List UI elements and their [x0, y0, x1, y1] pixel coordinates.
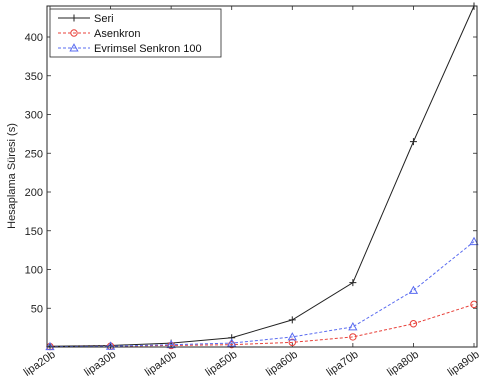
series-line: [49, 241, 475, 348]
x-tick-label: lipa50b: [203, 349, 239, 379]
legend-marker-sample: [70, 14, 78, 22]
x-tick-label: lipa90b: [446, 349, 479, 379]
legend-marker-sample: [69, 43, 79, 52]
y-tick-label: 400: [25, 32, 43, 44]
legend-label-asenkron: Asenkron: [94, 28, 140, 40]
y-tick-label: 200: [25, 187, 43, 199]
data-point: [288, 316, 296, 324]
x-tick-label: lipa60b: [264, 349, 300, 379]
legend-label-evrimsel-senkron: Evrimsel Senkron 100: [94, 43, 202, 55]
data-point: [45, 341, 55, 351]
data-point: [409, 138, 417, 146]
y-tick-label: 50: [31, 303, 43, 315]
legend-marker-sample: [70, 29, 78, 37]
y-tick-label: 150: [25, 226, 43, 238]
x-tick-label: lipa20b: [22, 349, 58, 379]
y-tick-label: 350: [25, 71, 43, 83]
x-tick-label: lipa30b: [82, 349, 118, 379]
data-point: [288, 338, 296, 347]
x-tick-label: lipa70b: [325, 349, 361, 379]
series-3: [45, 236, 479, 351]
legend-label-seri: Seri: [94, 13, 114, 25]
x-tick-label: lipa80b: [385, 349, 421, 379]
y-axis-label: Hesaplama Süresi (s): [6, 123, 18, 229]
y-tick-label: 300: [25, 110, 43, 122]
series-line: [49, 5, 475, 347]
legend-samples: [58, 14, 90, 52]
data-point: [105, 341, 116, 350]
data-point: [166, 339, 176, 349]
data-point: [348, 322, 358, 331]
data-point: [349, 333, 357, 341]
legend: Seri Asenkron Evrimsel Senkron 100: [49, 8, 222, 58]
y-tick-label: 100: [25, 265, 43, 277]
data-point: [349, 279, 357, 287]
series-layer: [45, 2, 479, 351]
data-point: [287, 332, 297, 341]
x-tick-label: lipa40b: [143, 349, 179, 379]
plot-frame: [46, 5, 478, 348]
data-point: [469, 236, 479, 246]
y-tick-label: 250: [25, 148, 43, 160]
plot-area: [47, 6, 477, 347]
data-point: [409, 320, 418, 328]
data-point: [167, 341, 175, 350]
data-point: [227, 338, 237, 347]
data-point: [408, 285, 419, 294]
